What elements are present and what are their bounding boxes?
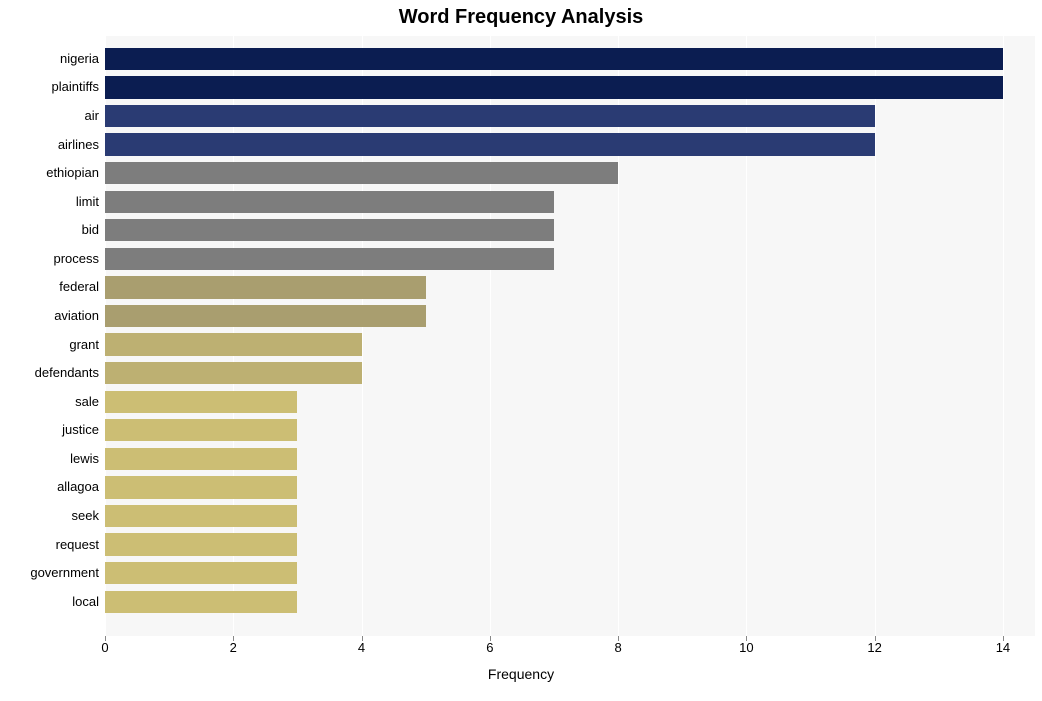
bar bbox=[105, 305, 426, 327]
bar bbox=[105, 333, 362, 355]
y-tick-label: seek bbox=[4, 505, 99, 527]
bar bbox=[105, 476, 297, 498]
x-tick-label: 12 bbox=[867, 640, 881, 655]
bar bbox=[105, 591, 297, 613]
bar bbox=[105, 191, 554, 213]
y-tick-label: allagoa bbox=[4, 476, 99, 498]
bar bbox=[105, 362, 362, 384]
y-tick-label: aviation bbox=[4, 305, 99, 327]
bar bbox=[105, 105, 875, 127]
y-tick-label: federal bbox=[4, 276, 99, 298]
gridline bbox=[875, 36, 876, 636]
y-tick-label: lewis bbox=[4, 448, 99, 470]
y-tick-label: air bbox=[4, 105, 99, 127]
bar bbox=[105, 505, 297, 527]
bar bbox=[105, 219, 554, 241]
bar bbox=[105, 48, 1003, 70]
x-tick-label: 2 bbox=[230, 640, 237, 655]
bar bbox=[105, 533, 297, 555]
y-tick-label: limit bbox=[4, 191, 99, 213]
bar bbox=[105, 133, 875, 155]
bar bbox=[105, 76, 1003, 98]
y-tick-label: request bbox=[4, 534, 99, 556]
bar bbox=[105, 391, 297, 413]
y-tick-label: government bbox=[4, 562, 99, 584]
chart-title: Word Frequency Analysis bbox=[0, 6, 1042, 29]
bar bbox=[105, 276, 426, 298]
plot-area bbox=[105, 36, 1035, 636]
y-tick-label: process bbox=[4, 248, 99, 270]
y-tick-label: airlines bbox=[4, 134, 99, 156]
y-tick-label: grant bbox=[4, 334, 99, 356]
x-tick-label: 6 bbox=[486, 640, 493, 655]
y-tick-label: justice bbox=[4, 419, 99, 441]
y-tick-label: nigeria bbox=[4, 48, 99, 70]
x-tick-label: 4 bbox=[358, 640, 365, 655]
bar bbox=[105, 419, 297, 441]
y-tick-label: defendants bbox=[4, 362, 99, 384]
bar bbox=[105, 562, 297, 584]
y-tick-label: sale bbox=[4, 391, 99, 413]
x-tick-label: 0 bbox=[101, 640, 108, 655]
y-tick-label: bid bbox=[4, 219, 99, 241]
x-tick-label: 10 bbox=[739, 640, 753, 655]
chart-container: Word Frequency Analysis Frequency 0 2 4 6 8 1… bbox=[0, 0, 1042, 701]
bar bbox=[105, 162, 618, 184]
x-tick-label: 8 bbox=[614, 640, 621, 655]
y-tick-label: local bbox=[4, 591, 99, 613]
gridline bbox=[1003, 36, 1004, 636]
x-tick-label: 14 bbox=[996, 640, 1010, 655]
x-axis-label: Frequency bbox=[0, 666, 1042, 682]
y-tick-label: ethiopian bbox=[4, 162, 99, 184]
bar bbox=[105, 448, 297, 470]
y-tick-label: plaintiffs bbox=[4, 76, 99, 98]
bar bbox=[105, 248, 554, 270]
